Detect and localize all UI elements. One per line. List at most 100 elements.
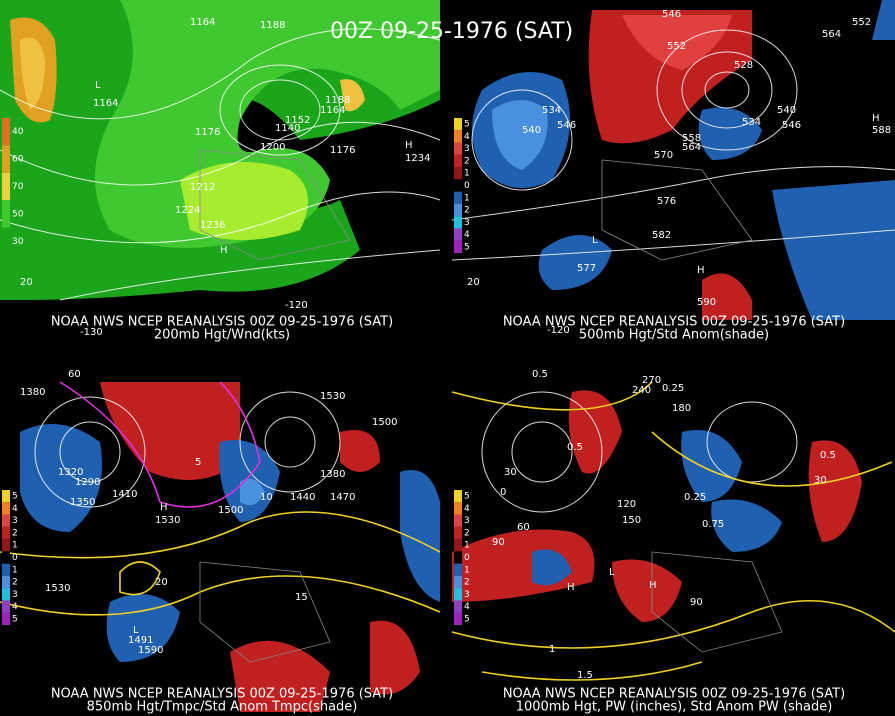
contour-label: 270 bbox=[642, 375, 661, 386]
contour-label: 1234 bbox=[405, 153, 430, 164]
legend-label: 1 bbox=[464, 169, 470, 179]
contour-label: 20 bbox=[20, 277, 33, 288]
legend-swatch bbox=[2, 502, 10, 515]
legend-swatch bbox=[454, 588, 462, 601]
legend-swatch bbox=[2, 227, 10, 255]
contour-label: 582 bbox=[652, 230, 671, 241]
legend-label: 60 bbox=[12, 155, 24, 165]
legend-label: 5 bbox=[464, 242, 470, 252]
legend-label: 40 bbox=[12, 127, 24, 137]
contour-label: L bbox=[95, 80, 101, 91]
contour-label: 1.5 bbox=[577, 670, 593, 681]
contour-label: 1320 bbox=[58, 467, 83, 478]
contour-label: -130 bbox=[80, 327, 103, 338]
legend-label: 3 bbox=[12, 590, 18, 600]
contour-label: 1 bbox=[549, 644, 555, 655]
contour-label: L bbox=[592, 235, 598, 246]
legend-label: 70 bbox=[12, 182, 24, 192]
contour-label: 1410 bbox=[112, 489, 137, 500]
legend-label: 1 bbox=[464, 541, 470, 551]
contour-label: H bbox=[160, 502, 168, 513]
contour-label: 546 bbox=[662, 9, 681, 20]
contour-label: 1491 bbox=[128, 635, 153, 646]
legend-swatch bbox=[2, 588, 10, 601]
contour-label: 60 bbox=[68, 369, 81, 380]
legend-label: 2 bbox=[464, 156, 470, 166]
contour-label: 1176 bbox=[195, 127, 220, 138]
panel-source: NOAA NWS NCEP REANALYSIS 00Z 09-25-1976 … bbox=[503, 687, 845, 702]
legend-swatch bbox=[454, 191, 462, 204]
contour-label: 570 bbox=[654, 150, 673, 161]
contour-label: 534 bbox=[542, 105, 561, 116]
legend-swatch bbox=[2, 514, 10, 527]
legend-swatch bbox=[454, 490, 462, 503]
legend-label: 4 bbox=[464, 132, 470, 142]
contour-label: 1224 bbox=[175, 205, 200, 216]
contour-label: 1200 bbox=[260, 142, 285, 153]
panel-subtitle: 850mb Hgt/Tmpc/Std Anom Tmpc(shade) bbox=[87, 700, 358, 715]
legend-label: 4 bbox=[464, 230, 470, 240]
contour-label: 1590 bbox=[138, 645, 163, 656]
contour-label: 20 bbox=[467, 277, 480, 288]
legend-label: 5 bbox=[12, 614, 18, 624]
contour-label: 1380 bbox=[20, 387, 45, 398]
legend-swatch bbox=[454, 526, 462, 540]
legend-label: 1 bbox=[464, 565, 470, 575]
contour-label: 60 bbox=[517, 522, 530, 533]
contour-label: 0.25 bbox=[684, 492, 706, 503]
contour-label: 1188 bbox=[325, 95, 350, 106]
contour-label: 534 bbox=[742, 117, 761, 128]
legend-label: 2 bbox=[464, 578, 470, 588]
legend-swatch bbox=[454, 179, 462, 192]
contour-label: H bbox=[872, 113, 880, 124]
contour-label: 30 bbox=[814, 475, 827, 486]
contour-label: 20 bbox=[155, 577, 168, 588]
contour-label: 1470 bbox=[330, 492, 355, 503]
contour-label: 546 bbox=[782, 120, 801, 131]
panel-source: NOAA NWS NCEP REANALYSIS 00Z 09-25-1976 … bbox=[503, 315, 845, 330]
legend-swatch bbox=[454, 600, 462, 613]
contour-label: 1152 bbox=[285, 115, 310, 126]
contour-label: H bbox=[697, 265, 705, 276]
contour-label: 30 bbox=[504, 467, 517, 478]
legend-label: 3 bbox=[464, 590, 470, 600]
legend-swatch bbox=[454, 563, 462, 576]
legend-swatch bbox=[454, 203, 462, 217]
contour-label: 15 bbox=[295, 592, 308, 603]
legend-label: 3 bbox=[464, 218, 470, 228]
contour-label: 1188 bbox=[260, 20, 285, 31]
contour-label: H bbox=[405, 140, 413, 151]
legend-label: 2 bbox=[464, 206, 470, 216]
contour-label: 546 bbox=[557, 120, 576, 131]
legend-label: 3 bbox=[464, 144, 470, 154]
contour-label: 1140 bbox=[275, 123, 300, 134]
contour-label: 120 bbox=[617, 499, 636, 510]
legend-swatch bbox=[2, 145, 10, 173]
contour-label: 1164 bbox=[190, 17, 215, 28]
contour-label: 1176 bbox=[330, 145, 355, 156]
legend-swatch bbox=[2, 526, 10, 540]
legend-label: 4 bbox=[464, 504, 470, 514]
legend-swatch bbox=[454, 502, 462, 515]
contour-label: 552 bbox=[852, 17, 871, 28]
legend-label: 3 bbox=[12, 516, 18, 526]
legend-swatch bbox=[454, 551, 462, 564]
contour-label: H bbox=[220, 245, 228, 256]
contour-label: 0.5 bbox=[820, 450, 836, 461]
legend-swatch bbox=[2, 600, 10, 613]
legend-swatch bbox=[454, 142, 462, 155]
legend-swatch bbox=[454, 154, 462, 168]
contour-label: 528 bbox=[734, 60, 753, 71]
map-title: 00Z 09-25-1976 (SAT) bbox=[330, 19, 573, 44]
contour-label: 0 bbox=[500, 487, 506, 498]
contour-label: 540 bbox=[522, 125, 541, 136]
contour-label: 1530 bbox=[45, 583, 70, 594]
contour-label: 564 bbox=[682, 142, 701, 153]
legend-label: 4 bbox=[12, 504, 18, 514]
contour-label: H bbox=[567, 582, 575, 593]
contour-label: 588 bbox=[872, 125, 891, 136]
contour-label: 1530 bbox=[155, 515, 180, 526]
contour-label: 564 bbox=[822, 29, 841, 40]
legend-swatch bbox=[454, 240, 462, 253]
